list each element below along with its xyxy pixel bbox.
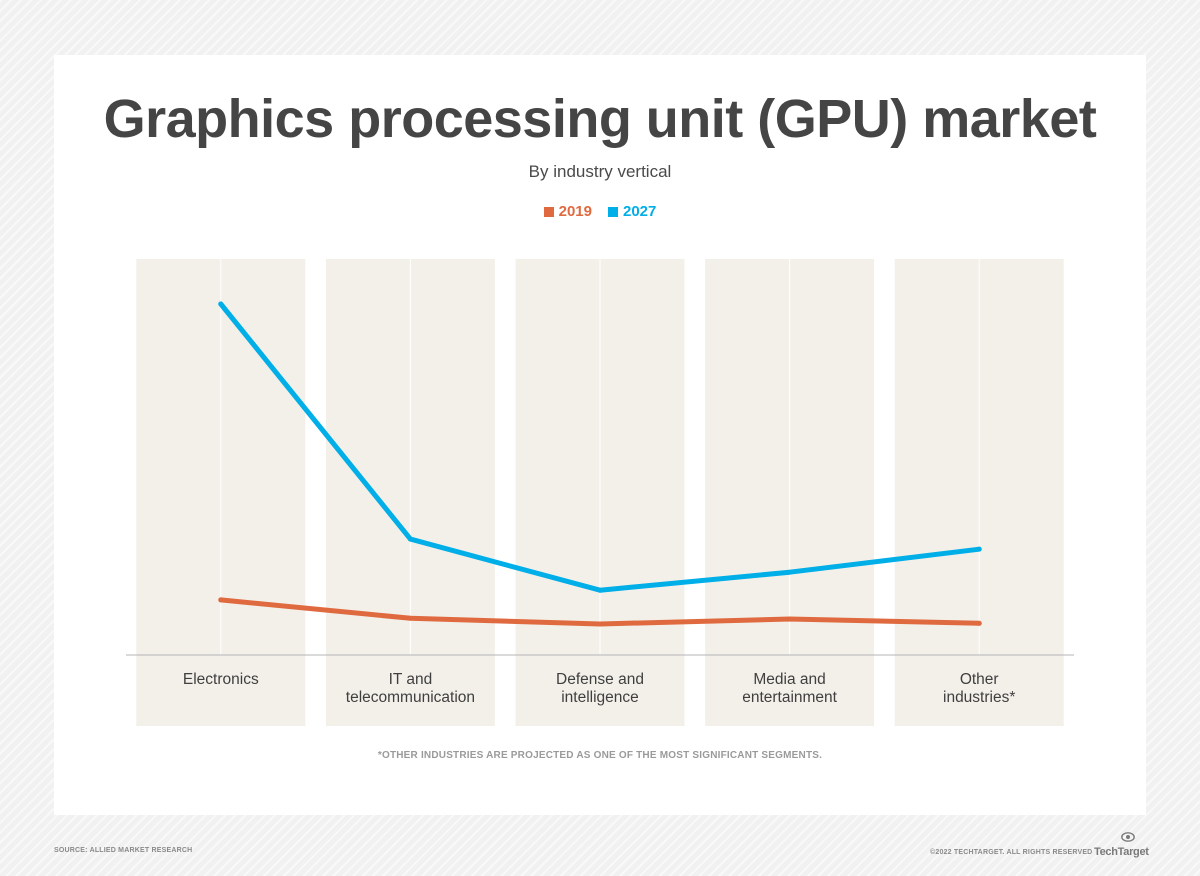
techtarget-logo-icon xyxy=(1121,832,1135,842)
legend-label-2027: 2027 xyxy=(623,203,657,220)
data-point-2019 xyxy=(218,597,224,603)
x-tick-label: IT and telecommunication xyxy=(346,671,475,706)
data-point-2019 xyxy=(407,615,413,621)
legend: 2019 2027 xyxy=(0,203,1200,220)
footnote: *OTHER INDUSTRIES ARE PROJECTED AS ONE O… xyxy=(377,750,823,761)
data-point-2027 xyxy=(597,587,603,593)
data-point-2027 xyxy=(407,536,413,542)
chart-title: Graphics processing unit (GPU) market xyxy=(103,89,1097,149)
x-tick-label: Media and entertainment xyxy=(742,671,837,706)
x-tick-label: Other industries* xyxy=(943,671,1015,706)
data-point-2019 xyxy=(597,621,603,627)
legend-label-2019: 2019 xyxy=(558,203,592,220)
legend-item-2027: 2027 xyxy=(608,203,656,220)
copyright-note: ©2022 TECHTARGET. ALL RIGHTS RESERVED xyxy=(930,849,1093,856)
data-point-2019 xyxy=(787,616,793,622)
x-tick-label: Electronics xyxy=(183,671,259,688)
x-tick-label: Defense and intelligence xyxy=(556,671,644,706)
legend-swatch-2027 xyxy=(608,206,618,217)
legend-swatch-2019 xyxy=(543,206,554,217)
source-note: SOURCE: ALLIED MARKET RESEARCH xyxy=(54,847,193,854)
data-point-2027 xyxy=(787,569,793,575)
techtarget-logo-text: TechTarget xyxy=(1094,846,1149,858)
legend-item-2019: 2019 xyxy=(543,203,592,220)
data-point-2027 xyxy=(976,546,982,552)
chart-subtitle: By industry vertical xyxy=(528,162,672,181)
data-point-2019 xyxy=(976,620,982,626)
data-point-2027 xyxy=(218,301,224,307)
